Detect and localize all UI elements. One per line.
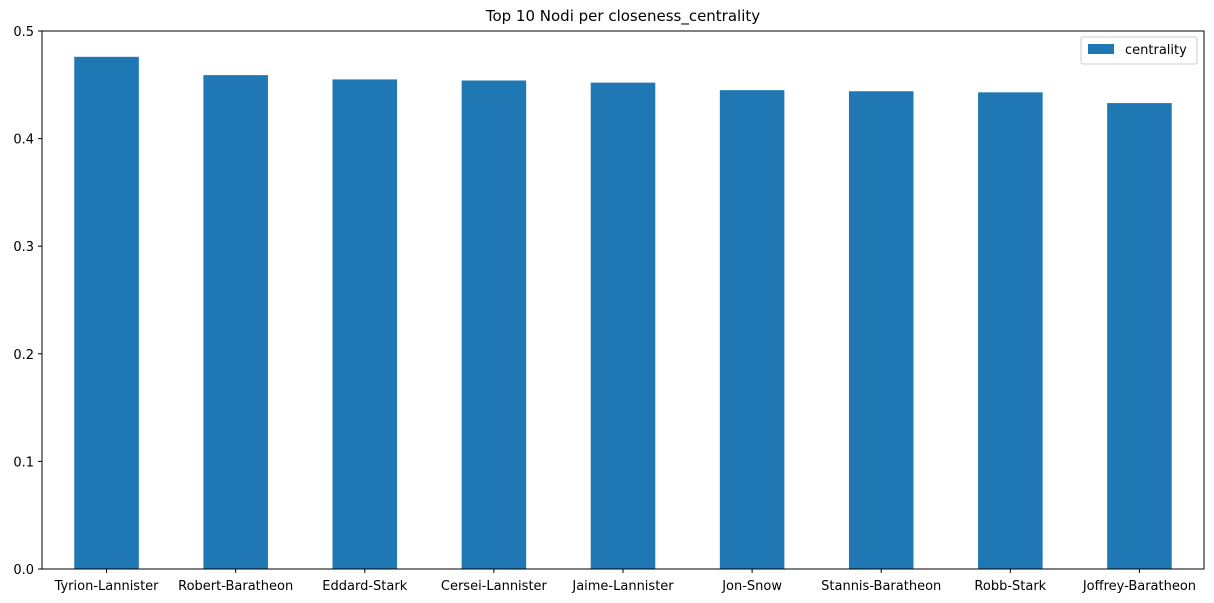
bar: [332, 79, 398, 570]
bar: [203, 75, 268, 569]
legend-swatch: [1088, 44, 1114, 54]
legend-frame: [1080, 36, 1198, 65]
x-tick-label: Jaime-Lannister: [571, 579, 674, 594]
x-tick-label: Cersei-Lannister: [441, 579, 548, 594]
bar: [461, 80, 527, 569]
y-tick-label: 0.2: [13, 348, 34, 363]
bar: [590, 82, 656, 569]
y-tick-label: 0.5: [13, 25, 34, 40]
bar: [719, 90, 785, 570]
y-tick-label: 0.4: [13, 133, 34, 148]
x-tick-label: Joffrey-Baratheon: [1082, 579, 1196, 594]
x-tick-label: Eddard-Stark: [322, 579, 407, 594]
x-tick-label: Jon-Snow: [721, 579, 782, 594]
axes-layer: Tyrion-Lannister Robert-Baratheon Eddard-S…: [13, 25, 1205, 594]
y-tick-label: 0.3: [13, 240, 34, 255]
bar: [978, 92, 1043, 569]
bars-layer: [74, 56, 1172, 570]
bar: [848, 91, 914, 570]
y-tick-label: 0.0: [13, 563, 34, 578]
y-tick-label: 0.1: [13, 455, 34, 470]
x-tick-label: Robert-Baratheon: [178, 579, 293, 594]
legend-label: centrality: [1125, 43, 1187, 58]
x-tick-label: Tyrion-Lannister: [54, 579, 160, 594]
x-tick-label: Stannis-Baratheon: [821, 579, 941, 594]
bar: [74, 56, 139, 570]
bar: [1107, 103, 1172, 569]
x-tick-label: Robb-Stark: [974, 579, 1046, 594]
chart-title: Top 10 Nodi per closeness_centrality: [485, 7, 760, 26]
legend: centrality: [1080, 36, 1198, 65]
